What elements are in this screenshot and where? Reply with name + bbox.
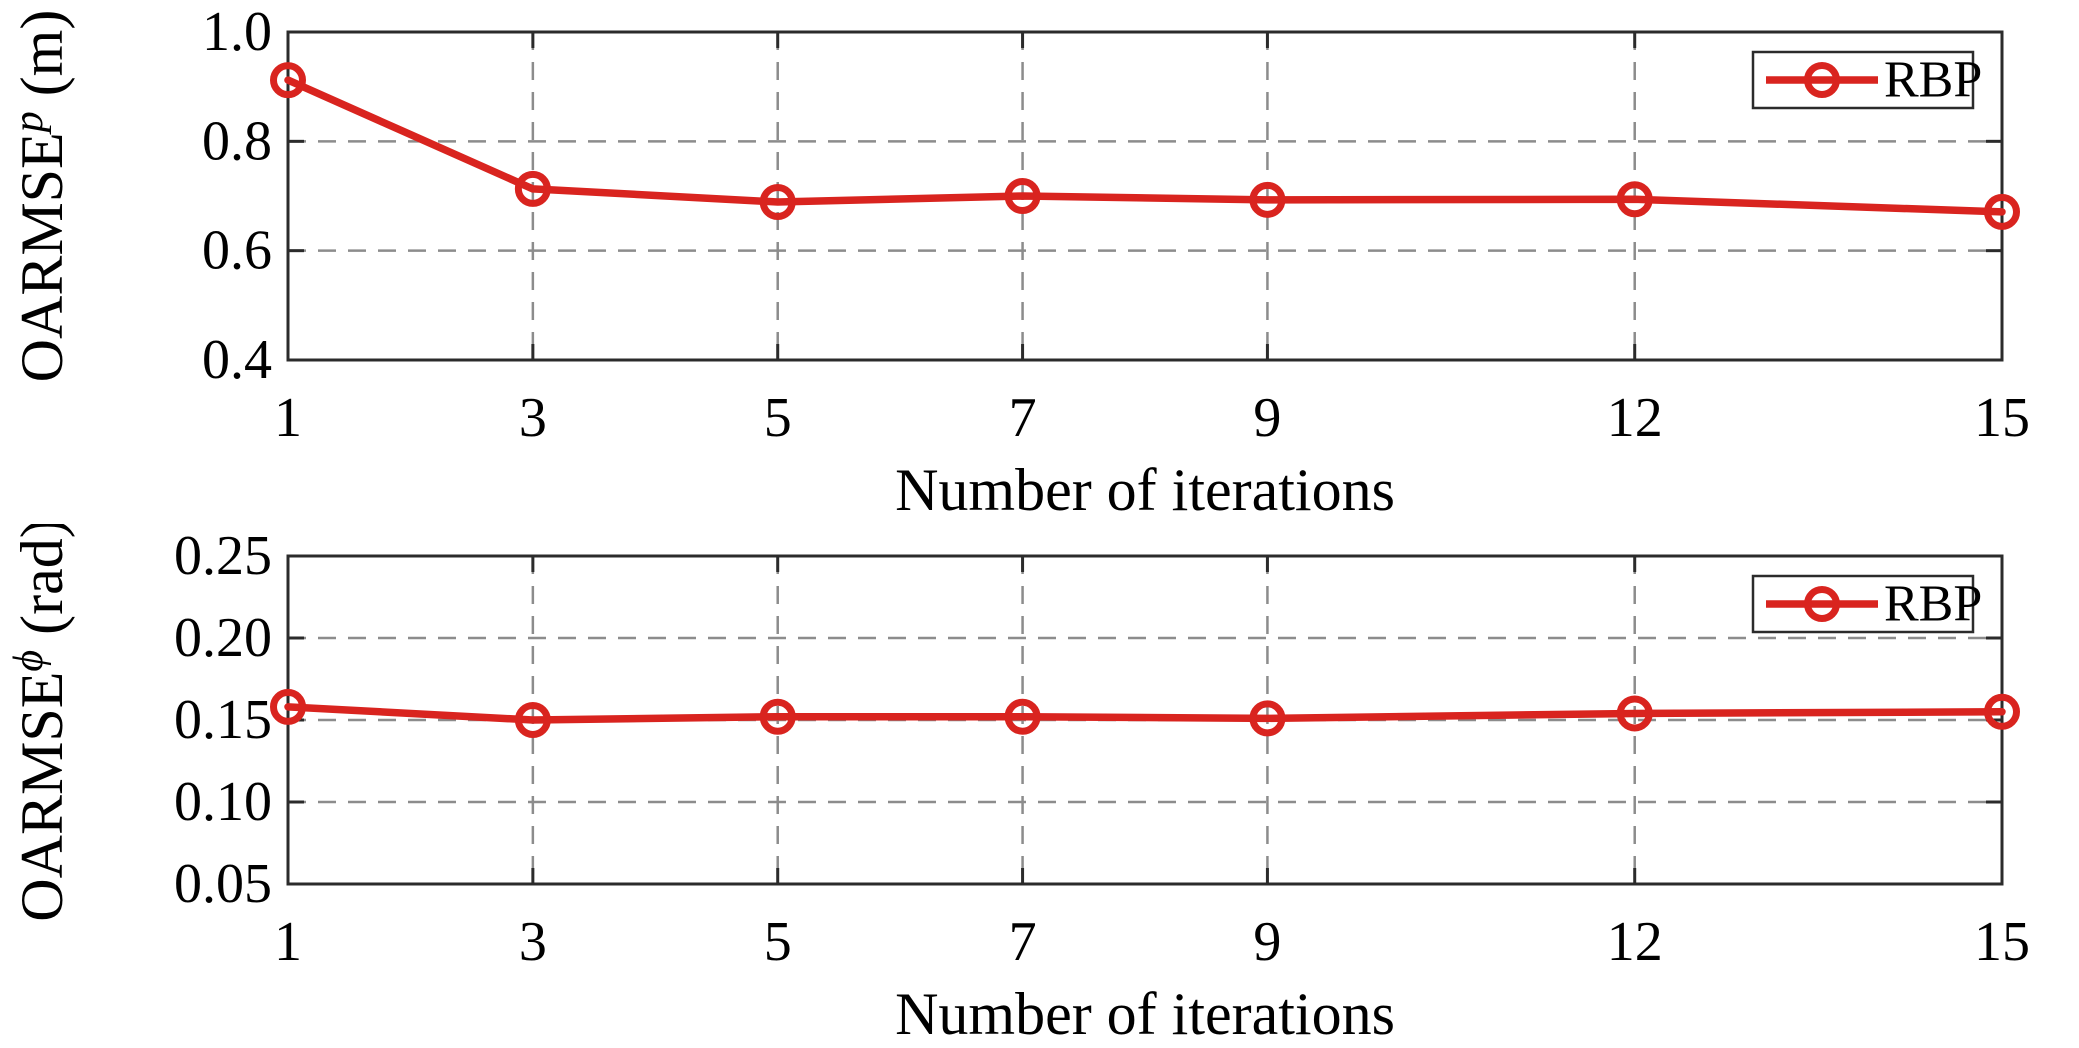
x-tick-label: 9 — [1253, 387, 1281, 449]
data-point-marker — [1616, 181, 1653, 218]
y-tick-label: 0.8 — [202, 110, 272, 172]
legend-label: RBP — [1884, 576, 1982, 633]
data-point-marker — [514, 170, 551, 207]
x-tick-label: 3 — [519, 911, 547, 973]
y-tick-label: 0.4 — [202, 329, 272, 391]
data-point-marker — [270, 688, 306, 725]
x-axis-label: Number of iterations — [895, 981, 1395, 1047]
data-point-marker — [1249, 700, 1286, 737]
y-tick-label: 0.25 — [174, 525, 272, 587]
data-point-marker — [1616, 695, 1653, 732]
data-point-marker — [759, 698, 796, 735]
x-tick-label: 5 — [764, 911, 792, 973]
chart-oarmse-position-svg: 1 3 5 7 9 12 15 0.4 0.6 0.8 1.0 Number of iteration… — [6, 1, 2030, 523]
x-axis-label: Number of iterations — [895, 457, 1395, 523]
x-tick-label: 12 — [1607, 387, 1663, 449]
y-tick-label: 0.6 — [202, 220, 272, 282]
y-tick-label: 0.05 — [174, 853, 272, 915]
data-point-marker — [759, 184, 796, 221]
chart-oarmse-position: 1 3 5 7 9 12 15 0.4 0.6 0.8 1.0 Number of iteration… — [6, 1, 2030, 523]
y-axis-label: OARMSEϕ (rad) — [6, 524, 75, 922]
data-point-marker — [1004, 178, 1041, 214]
y-tick-label: 1.0 — [202, 1, 272, 63]
y-tick-label: 0.15 — [174, 689, 272, 751]
x-tick-label: 5 — [764, 387, 792, 449]
x-tick-label: 1 — [274, 911, 302, 973]
data-point-marker — [1004, 698, 1041, 735]
x-tick-label: 3 — [519, 387, 547, 449]
legend-swatch-marker — [1804, 62, 1840, 98]
chart-oarmse-heading: 1 3 5 7 9 12 15 0.05 0.10 0.15 0.20 0.25 Number of i… — [0, 524, 2079, 1048]
series-line — [284, 703, 2006, 724]
series-line — [284, 76, 2006, 216]
x-tick-label: 9 — [1253, 911, 1281, 973]
chart-oarmse-heading-svg: 1 3 5 7 9 12 15 0.05 0.10 0.15 0.20 0.25 Number of i… — [6, 524, 2030, 1047]
x-tick-label: 1 — [274, 387, 302, 449]
x-tick-label: 12 — [1607, 911, 1663, 973]
data-point-marker — [1984, 193, 2020, 230]
legend-swatch-marker — [1804, 586, 1840, 622]
y-axis-label: OARMSEp (m) — [6, 10, 75, 383]
x-tick-label: 7 — [1009, 387, 1037, 449]
data-point-marker — [1984, 693, 2020, 730]
data-point-marker — [1249, 181, 1286, 218]
data-point-marker — [514, 702, 551, 738]
y-tick-label: 0.10 — [174, 771, 272, 833]
x-tick-label: 15 — [1974, 911, 2030, 973]
legend-label: RBP — [1884, 52, 1982, 109]
data-point-marker — [270, 62, 306, 99]
y-tick-label: 0.20 — [174, 607, 272, 669]
x-tick-label: 7 — [1009, 911, 1037, 973]
x-tick-label: 15 — [1974, 387, 2030, 449]
